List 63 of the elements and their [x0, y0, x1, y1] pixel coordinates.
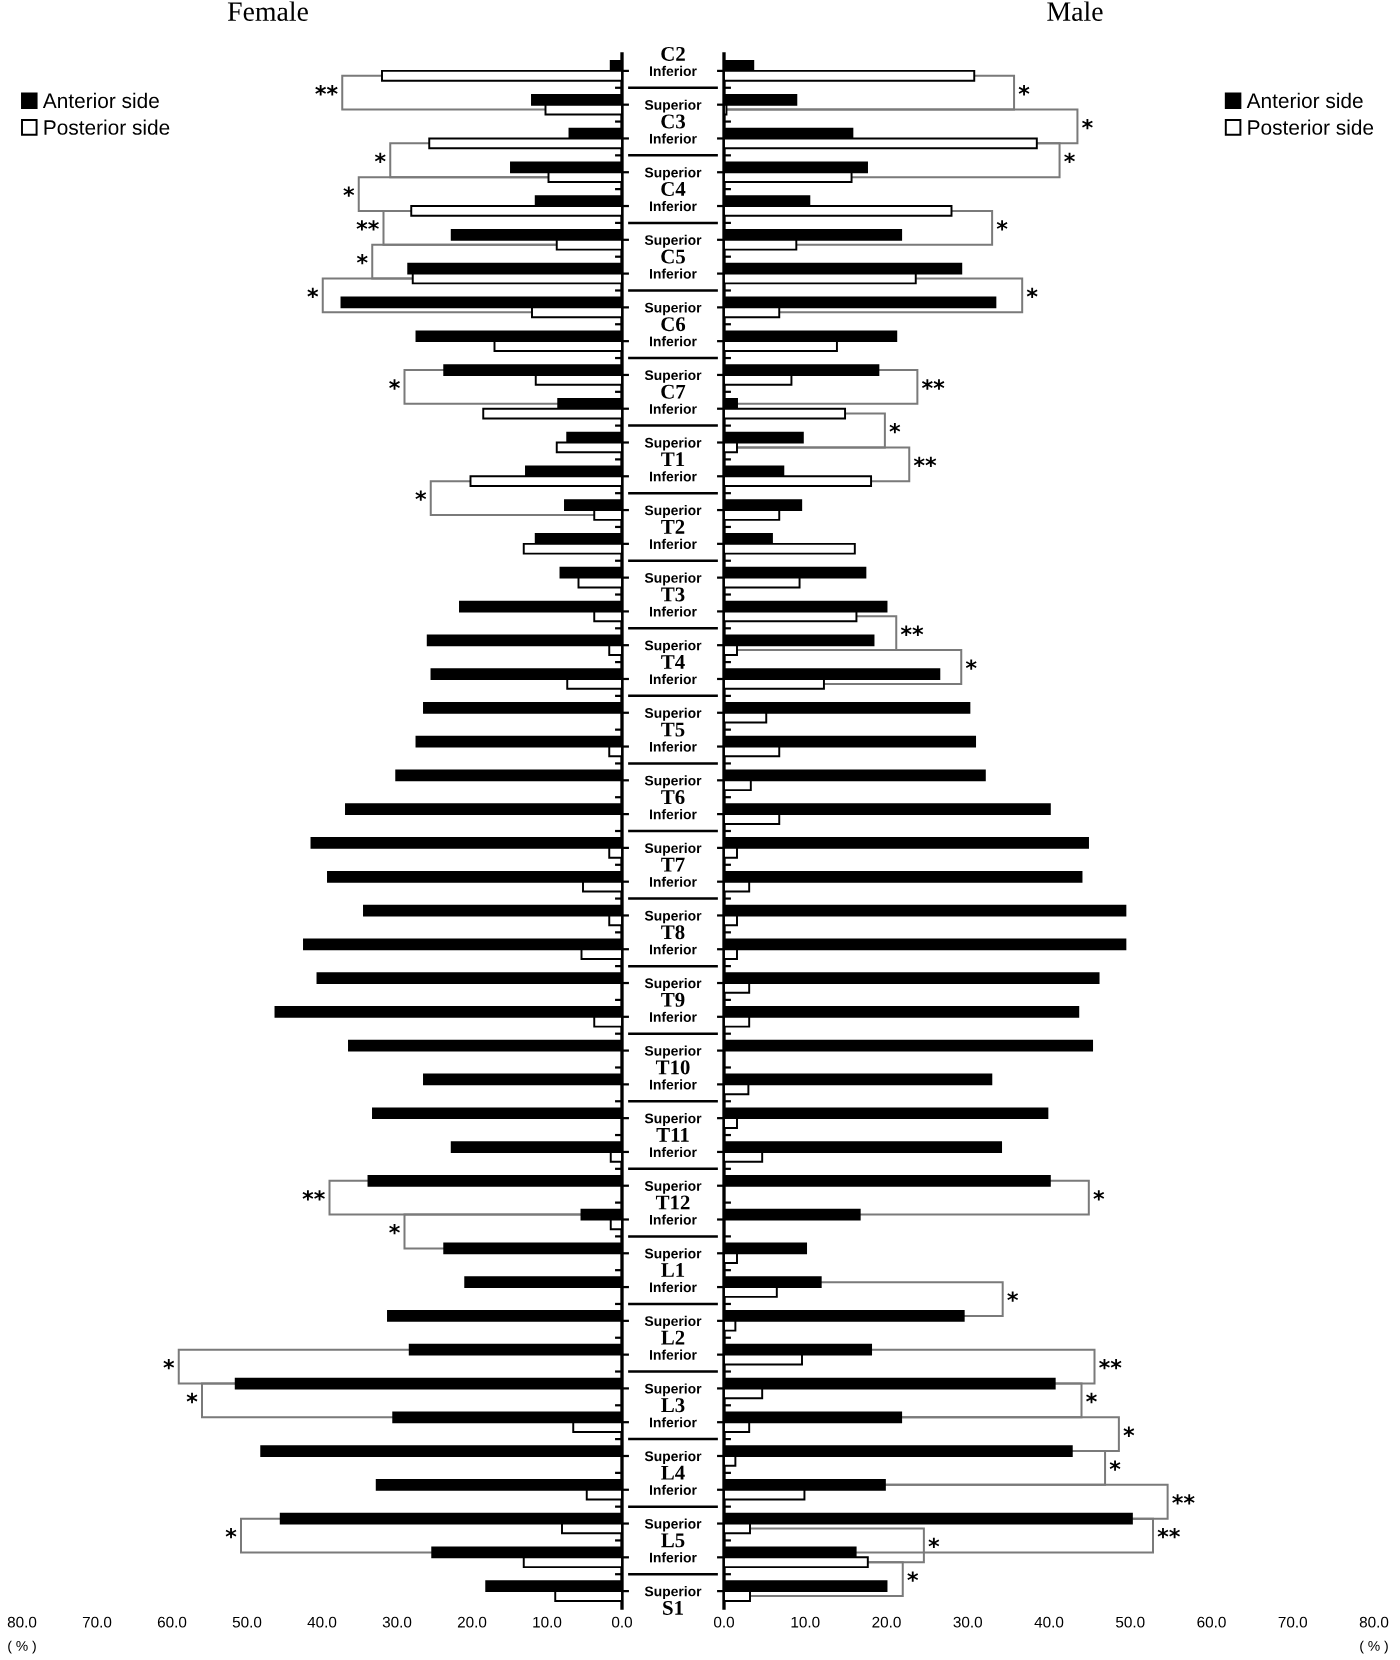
annotation: *: [163, 1359, 175, 1370]
legend-label: Anterior side: [42, 92, 159, 109]
annotation: *: [1082, 118, 1093, 130]
annotation: *: [1109, 1460, 1121, 1471]
text: T11: [656, 1127, 689, 1142]
text: T4: [661, 655, 685, 669]
text: L4: [661, 1465, 685, 1480]
legend-label: Anterior side: [1246, 92, 1363, 109]
annotation: *: [1064, 152, 1075, 163]
annotation: **: [1157, 1527, 1180, 1539]
text: S1: [663, 1600, 683, 1615]
text: L5: [661, 1533, 685, 1548]
chart-title: Female: [227, 1, 308, 21]
annotation: *: [1007, 1291, 1019, 1302]
text: T8: [661, 925, 685, 940]
annotation: *: [1018, 85, 1030, 96]
text: C7: [661, 384, 686, 399]
annotation: *: [307, 287, 319, 299]
text: T12: [655, 1195, 690, 1210]
annotation: *: [1093, 1190, 1105, 1201]
text: T7: [661, 857, 685, 872]
text: L3: [661, 1398, 685, 1413]
text: C5: [661, 249, 685, 264]
annotation: *: [389, 1223, 400, 1235]
text: T10: [655, 1060, 690, 1075]
legend-label: Posterior side: [44, 119, 170, 135]
text: C6: [661, 317, 686, 332]
annotation: *: [1086, 1392, 1097, 1404]
annotation: *: [225, 1527, 237, 1539]
annotation: *: [186, 1392, 198, 1404]
annotation: *: [889, 422, 901, 434]
annotation: *: [1026, 287, 1038, 299]
text: T9: [661, 992, 685, 1007]
annotation: *: [415, 490, 427, 501]
annotation: *: [965, 659, 977, 670]
text: T6: [661, 790, 685, 805]
annotation: **: [913, 456, 937, 468]
annotation: *: [1123, 1426, 1135, 1437]
annotation: *: [928, 1537, 940, 1549]
annotation: *: [356, 254, 368, 265]
annotation: **: [921, 379, 945, 390]
annotation: **: [315, 85, 338, 96]
annotation: *: [996, 220, 1008, 231]
annotation: **: [900, 625, 924, 636]
annotation: *: [343, 186, 355, 197]
text: T1: [661, 452, 685, 467]
annotation: **: [302, 1190, 325, 1201]
text: T2: [661, 519, 685, 534]
text: C2: [661, 46, 685, 61]
annotation: *: [907, 1571, 919, 1582]
annotation: **: [1099, 1359, 1122, 1370]
annotation: *: [389, 379, 400, 390]
text: C4: [661, 182, 686, 197]
text: T5: [661, 722, 685, 737]
text: C3: [661, 114, 686, 129]
legend-label: Posterior side: [1248, 119, 1374, 135]
chart-title: Male: [1047, 1, 1103, 21]
annotation: *: [374, 152, 386, 163]
text: L1: [661, 1263, 685, 1277]
annotation: **: [356, 220, 379, 231]
text: T3: [661, 587, 685, 602]
text: L2: [661, 1330, 685, 1345]
annotation: **: [1172, 1494, 1195, 1505]
